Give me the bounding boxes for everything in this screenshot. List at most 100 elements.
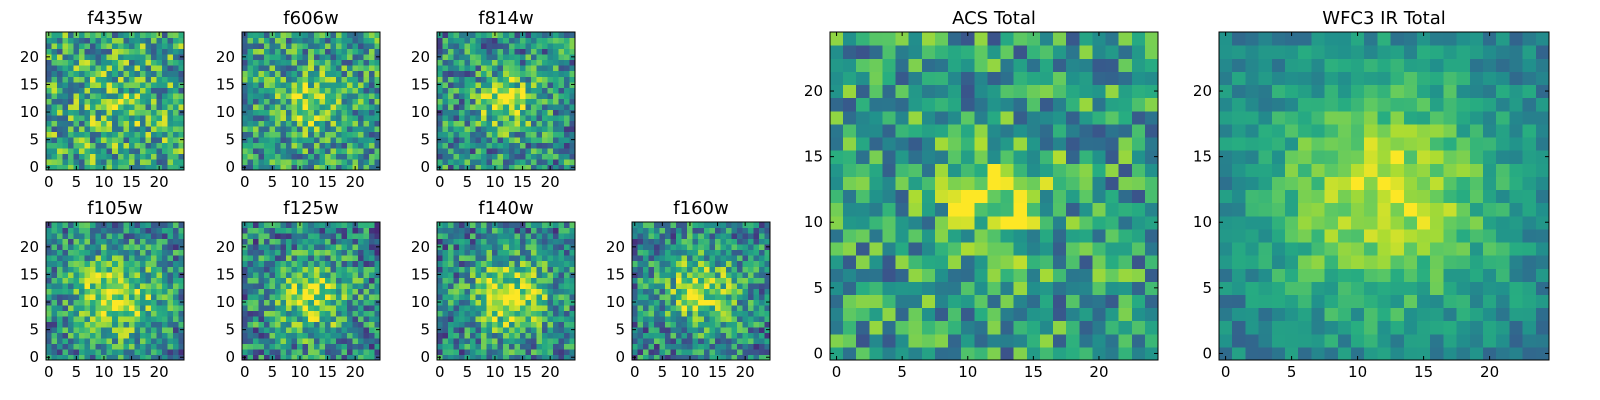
heatmap-cell: [459, 271, 466, 278]
heatmap-cell: [280, 255, 287, 262]
heatmap-cell: [161, 158, 169, 166]
heatmap-cell: [481, 304, 488, 311]
heatmap-cell: [481, 222, 488, 229]
heatmap-cell: [68, 32, 75, 39]
heatmap-cell: [536, 136, 543, 143]
heatmap-cell: [709, 337, 716, 345]
heatmap-cell: [961, 281, 975, 295]
heatmap-cell: [503, 136, 510, 143]
heatmap-cell: [497, 260, 504, 267]
heatmap-cell: [563, 136, 571, 143]
heatmap-cell: [459, 277, 466, 284]
heatmap-cell: [264, 233, 271, 240]
heatmap-cell: [368, 299, 376, 306]
heatmap-cell: [459, 54, 466, 61]
heatmap-cell: [313, 142, 320, 149]
heatmap-cell: [731, 293, 738, 300]
heatmap-cell: [547, 249, 554, 256]
heatmap-cell: [139, 103, 146, 110]
heatmap-cell: [530, 136, 537, 143]
heatmap-cell: [352, 98, 359, 105]
heatmap-cell: [569, 114, 576, 121]
heatmap-cell: [68, 136, 75, 143]
heatmap-cell: [302, 76, 309, 83]
heatmap-cell: [563, 92, 571, 99]
heatmap-cell: [709, 288, 716, 295]
heatmap-cell: [302, 98, 309, 105]
heatmap-cell: [374, 310, 381, 317]
heatmap-cell: [145, 109, 152, 116]
heatmap-cell: [84, 164, 91, 171]
heatmap-cell: [258, 282, 265, 289]
heatmap-cell: [961, 215, 975, 230]
heatmap-cell: [79, 326, 86, 333]
heatmap-cell: [974, 202, 989, 217]
heatmap-cell: [123, 227, 130, 234]
heatmap-cell: [632, 233, 639, 240]
heatmap-cell: [286, 304, 293, 311]
heatmap-cell: [470, 348, 477, 356]
heatmap-cell: [297, 98, 304, 105]
heatmap-cell: [128, 255, 135, 262]
heatmap-cell: [442, 70, 449, 77]
axes-frame: [436, 221, 576, 361]
heatmap-cell: [258, 81, 265, 88]
heatmap-cell: [324, 315, 331, 322]
heatmap-cell: [508, 233, 515, 240]
heatmap-cell: [84, 32, 91, 39]
heatmap-cell: [514, 260, 521, 267]
heatmap-cell: [692, 266, 699, 273]
heatmap-cell: [330, 238, 337, 245]
heatmap-cell: [123, 282, 130, 289]
heatmap-cell: [665, 326, 672, 333]
heatmap-cell: [145, 260, 152, 267]
heatmap-cell: [453, 54, 460, 61]
heatmap-cell: [264, 343, 271, 350]
heatmap-cell: [269, 293, 276, 300]
heatmap-cell: [470, 54, 477, 61]
heatmap-cell: [134, 343, 141, 350]
heatmap-cell: [921, 228, 936, 243]
heatmap-cell: [247, 299, 254, 306]
heatmap-cell: [90, 343, 97, 350]
heatmap-cell: [1092, 268, 1107, 282]
heatmap-cell: [335, 293, 342, 300]
heatmap-cell: [453, 288, 460, 295]
heatmap-cell: [503, 238, 510, 245]
heatmap-cell: [247, 282, 254, 289]
heatmap-cell: [742, 255, 749, 262]
heatmap-cell: [464, 321, 471, 328]
heatmap-cell: [341, 98, 348, 105]
heatmap-cell: [368, 277, 376, 284]
heatmap-cell: [503, 288, 510, 295]
heatmap-cell: [297, 142, 304, 149]
heatmap-cell: [703, 238, 710, 245]
heatmap-cell: [346, 70, 353, 77]
heatmap-cell: [720, 288, 727, 295]
heatmap-cell: [552, 131, 560, 138]
heatmap-cell: [172, 343, 180, 350]
heatmap-cell: [558, 120, 565, 127]
heatmap-cell: [530, 98, 537, 105]
heatmap-cell: [448, 37, 455, 44]
heatmap-cell: [123, 59, 130, 66]
heatmap-cells: [242, 222, 381, 361]
heatmap-cell: [648, 260, 655, 267]
heatmap-cell: [291, 288, 298, 295]
heatmap-cell: [453, 244, 460, 251]
heatmap-cell: [247, 120, 254, 127]
heatmap-cell: [68, 222, 75, 229]
heatmap-cell: [357, 98, 365, 105]
heatmap-cell: [178, 48, 185, 55]
heatmap-cell: [352, 120, 359, 127]
heatmap-cell: [508, 65, 515, 72]
heatmap-cell: [275, 271, 282, 278]
heatmap-cell: [313, 114, 320, 121]
heatmap-cell: [453, 271, 460, 278]
heatmap-cell: [659, 260, 666, 267]
heatmap-cell: [46, 310, 53, 317]
heatmap-cell: [475, 48, 482, 55]
heatmap-cell: [753, 293, 760, 300]
heatmap-cell: [62, 70, 69, 77]
heatmap-cell: [536, 343, 543, 350]
